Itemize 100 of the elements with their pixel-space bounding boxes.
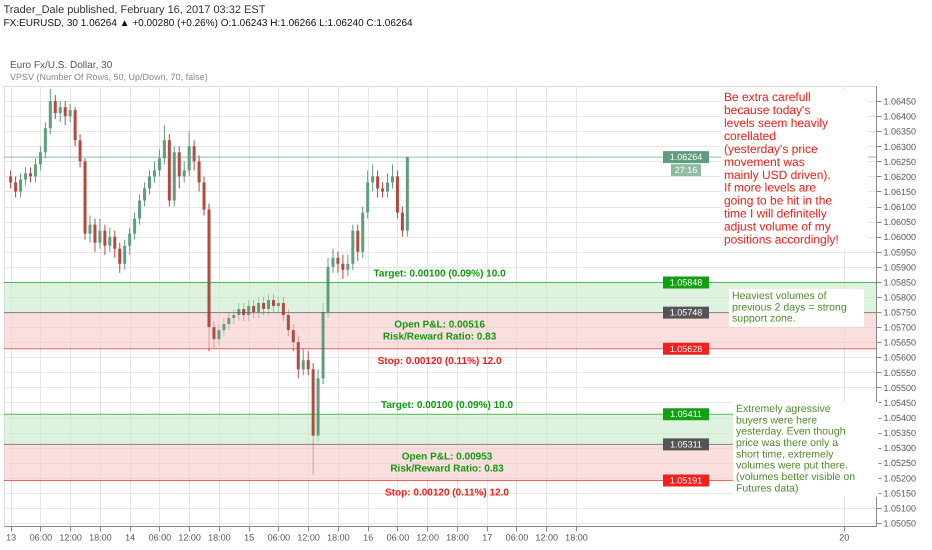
x-tick-label: 06:00 (30, 532, 52, 542)
y-tick-label: 1.05050 (884, 518, 916, 528)
y-tick-label: 1.06100 (884, 202, 916, 212)
x-tick-label: 18:00 (446, 532, 469, 542)
y-tick-label: 1.06250 (884, 156, 916, 167)
candlestick (88, 215, 92, 244)
annotation: Extremely agressive buyers were here yesterday. Even though price was there only a short time, extremely volumes were put there. (volumes better visible on Futures data) (736, 403, 856, 494)
candlestick (376, 170, 380, 198)
candlestick (276, 296, 280, 313)
x-tick-label: 12:00 (416, 532, 439, 542)
x-tick-label: 20 (839, 532, 850, 542)
candlestick (306, 350, 310, 376)
candlestick (9, 170, 12, 189)
candlestick (232, 308, 236, 325)
y-tick-label: 1.05300 (884, 443, 916, 454)
candlestick (133, 212, 136, 240)
text: Be extra carefull because today's levels seem heavily corellated (yesterday's price movement was mainly USD driven). If more levels are going to be hit in the time I will definitelly adjust volume of my positions accordingly! (724, 90, 839, 247)
candlestick (128, 227, 132, 256)
y-tick-label: 1.06300 (884, 142, 916, 152)
candlestick (143, 182, 146, 208)
candlestick (331, 248, 334, 274)
x-tick-label: 18:00 (89, 532, 112, 542)
y-tick-label: 1.05500 (884, 382, 916, 393)
x-tick-label: 12:00 (59, 532, 82, 542)
candlestick (217, 324, 220, 346)
y-tick-label: 1.05600 (884, 352, 916, 363)
y-tick-label: 1.05400 (884, 413, 916, 424)
y-tick-label: 1.05450 (884, 398, 916, 408)
x-tick-label: 12:00 (178, 532, 201, 542)
candlestick (58, 100, 62, 123)
candlestick (356, 224, 360, 262)
candlestick (14, 176, 18, 198)
y-tick-label: 1.05950 (884, 247, 916, 258)
x-tick-label: 06:00 (268, 532, 290, 542)
candlestick (222, 318, 226, 337)
candlestick (227, 312, 230, 331)
candlestick (371, 164, 374, 192)
annotation: Stop: 0.00120 (0.11%) 12.0 (385, 487, 510, 498)
x-tick-label: 14 (125, 532, 136, 542)
x-tick-label: 12:00 (535, 532, 558, 542)
text: Euro Fx/U.S. Dollar, 30 (10, 60, 113, 71)
candlestick (341, 254, 344, 280)
y-tick-label: 1.05200 (884, 473, 916, 484)
y-tick-label: 1.06000 (884, 232, 916, 242)
y-tick-label: 1.06400 (884, 112, 916, 122)
y-tick-label: 1.05750 (884, 308, 916, 318)
candlestick (400, 206, 404, 238)
candlestick (390, 164, 394, 189)
ref-line-label: 1.05191 (670, 475, 702, 486)
y-tick-label: 1.05800 (884, 292, 916, 302)
candlestick (98, 218, 102, 250)
candlestick (267, 293, 270, 316)
candlestick (346, 254, 350, 276)
candlestick (103, 224, 106, 256)
candlestick (108, 227, 112, 252)
candlestick (192, 140, 196, 171)
y-tick-label: 1.06450 (884, 96, 916, 107)
annotation: Stop: 0.00120 (0.11%) 12.0 (378, 356, 502, 367)
y-tick-label: 1.05250 (884, 458, 916, 468)
candlestick (286, 308, 290, 337)
annotation: Open P&L: 0.00516 Risk/Reward Ratio: 0.83 (382, 320, 497, 343)
candlestick (68, 104, 72, 123)
candlestick (282, 296, 285, 322)
x-tick-label: 18:00 (327, 532, 350, 542)
candlestick (252, 299, 256, 319)
y-tick-label: 1.05350 (884, 428, 916, 438)
annotation: Target: 0.00100 (0.09%) 10.0 (380, 400, 514, 412)
candlestick (336, 251, 340, 274)
candlestick (212, 320, 216, 349)
candlestick (381, 182, 384, 198)
candlestick (113, 230, 116, 258)
candlestick (182, 160, 186, 183)
ref-line-label: 1.05748 (670, 308, 702, 318)
x-tick-label: 06:00 (148, 532, 172, 542)
y-tick-label: 1.05550 (884, 368, 916, 378)
y-tick-label: 1.05650 (884, 338, 916, 348)
y-tick-label: 1.06150 (884, 186, 916, 197)
candlestick (138, 194, 142, 226)
y-tick-label: 1.05850 (884, 277, 916, 288)
ref-line-label: 1.05411 (670, 409, 702, 420)
candlestick (262, 296, 266, 316)
chart-title: Trader_Dale published, February 16, 2017 03:32 EST (4, 4, 266, 16)
candlestick (93, 218, 96, 252)
x-tick-label: 13 (6, 532, 16, 542)
y-tick-label: 1.05150 (884, 488, 916, 498)
y-tick-label: 1.05100 (884, 503, 916, 514)
candlestick (257, 296, 260, 319)
candlestick (64, 100, 67, 126)
annotation: Heaviest volumes of previous 2 days = strong support zone. (732, 290, 847, 325)
x-tick-label: 15 (244, 532, 254, 542)
y-tick-label: 1.06050 (884, 217, 916, 228)
candlestick (118, 242, 122, 274)
x-tick-label: 12:00 (297, 532, 320, 542)
candlestick (78, 134, 82, 168)
y-tick-label: 1.05700 (884, 322, 916, 333)
ref-line-label: 1.06264 (670, 152, 702, 162)
candlestick (292, 324, 295, 352)
annotation: Open P&L: 0.00953 Risk/Reward Ratio: 0.83 (390, 451, 504, 474)
candlestick (148, 170, 151, 195)
x-tick-label: 16 (363, 532, 374, 542)
